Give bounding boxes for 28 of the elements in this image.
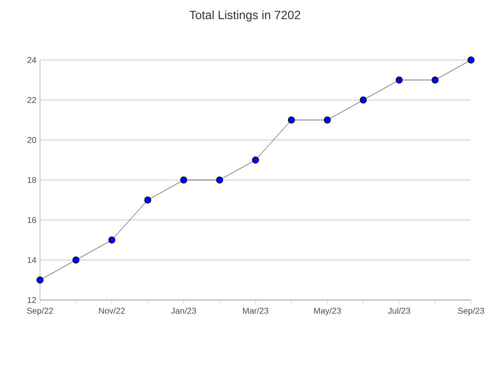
y-tick-label: 22	[27, 97, 36, 103]
point	[180, 176, 188, 184]
chart-title: Total Listings in 7202	[189, 10, 300, 22]
x-tick-label: Sep/23	[458, 308, 484, 316]
x-tick-label: Mar/23	[243, 308, 268, 314]
x-tick-label: May/23	[314, 308, 341, 316]
point	[324, 116, 331, 124]
y-tick-label: 24	[27, 57, 36, 63]
point	[396, 76, 403, 84]
point	[144, 196, 152, 204]
y-tick-label: 12	[28, 297, 36, 303]
point	[216, 176, 224, 184]
point	[72, 256, 80, 264]
y-tick-label: 16	[28, 217, 36, 223]
point	[360, 96, 367, 104]
x-tick-label: Jul/23	[388, 308, 410, 314]
point	[252, 156, 259, 164]
y-tick-label: 14	[28, 257, 36, 263]
point	[36, 276, 44, 284]
x-tick-label: Sep/22	[26, 308, 53, 316]
x-tick-label: Jan/23	[171, 308, 196, 314]
point	[432, 76, 439, 84]
point	[468, 56, 474, 64]
x-tick-label: Nov/22	[99, 308, 125, 314]
y-tick-label: 18	[28, 177, 36, 183]
y-tick-label: 20	[27, 137, 36, 143]
point	[288, 116, 295, 124]
point	[108, 236, 116, 244]
